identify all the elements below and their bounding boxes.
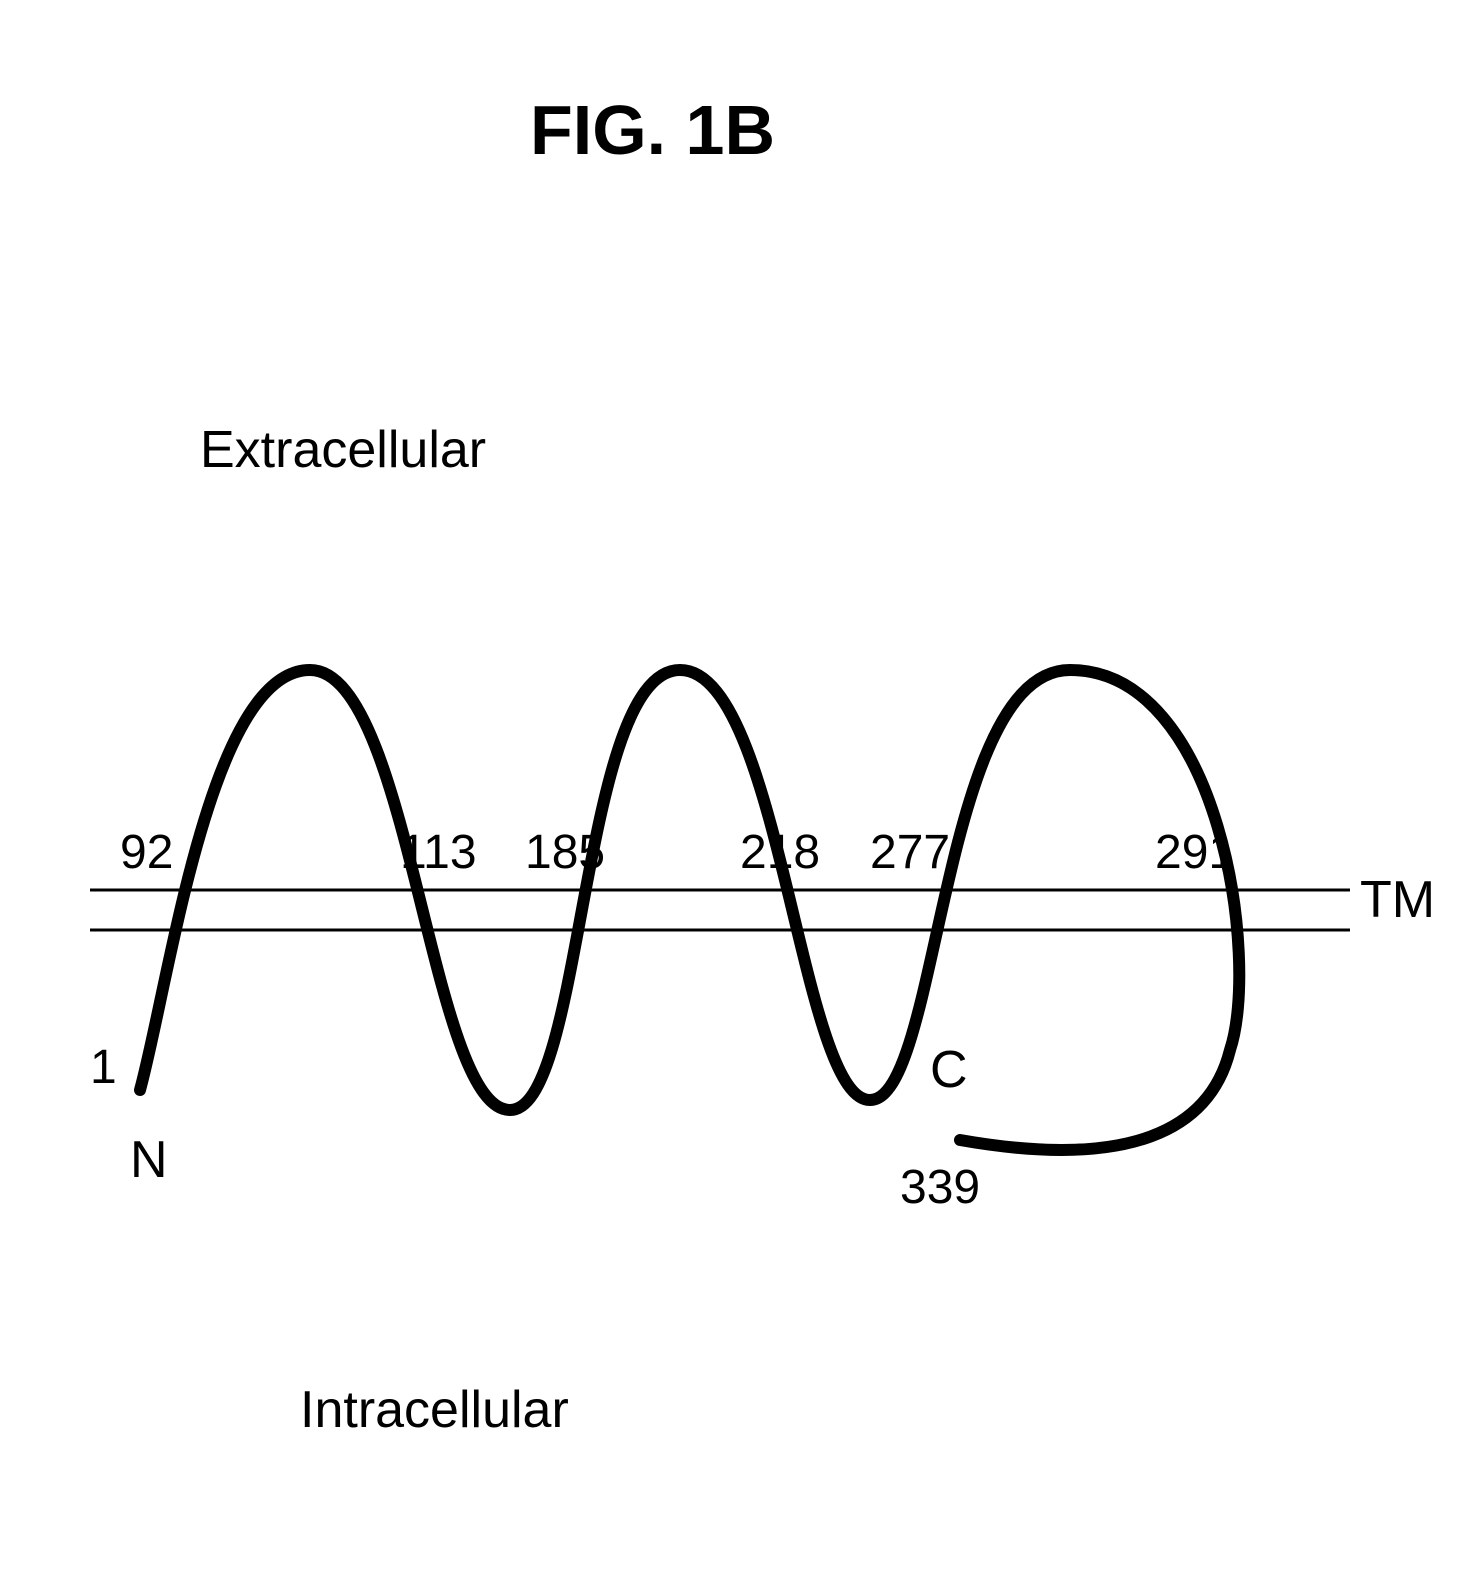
topology-diagram: [0, 0, 1472, 1577]
protein-curve: [140, 670, 1239, 1150]
